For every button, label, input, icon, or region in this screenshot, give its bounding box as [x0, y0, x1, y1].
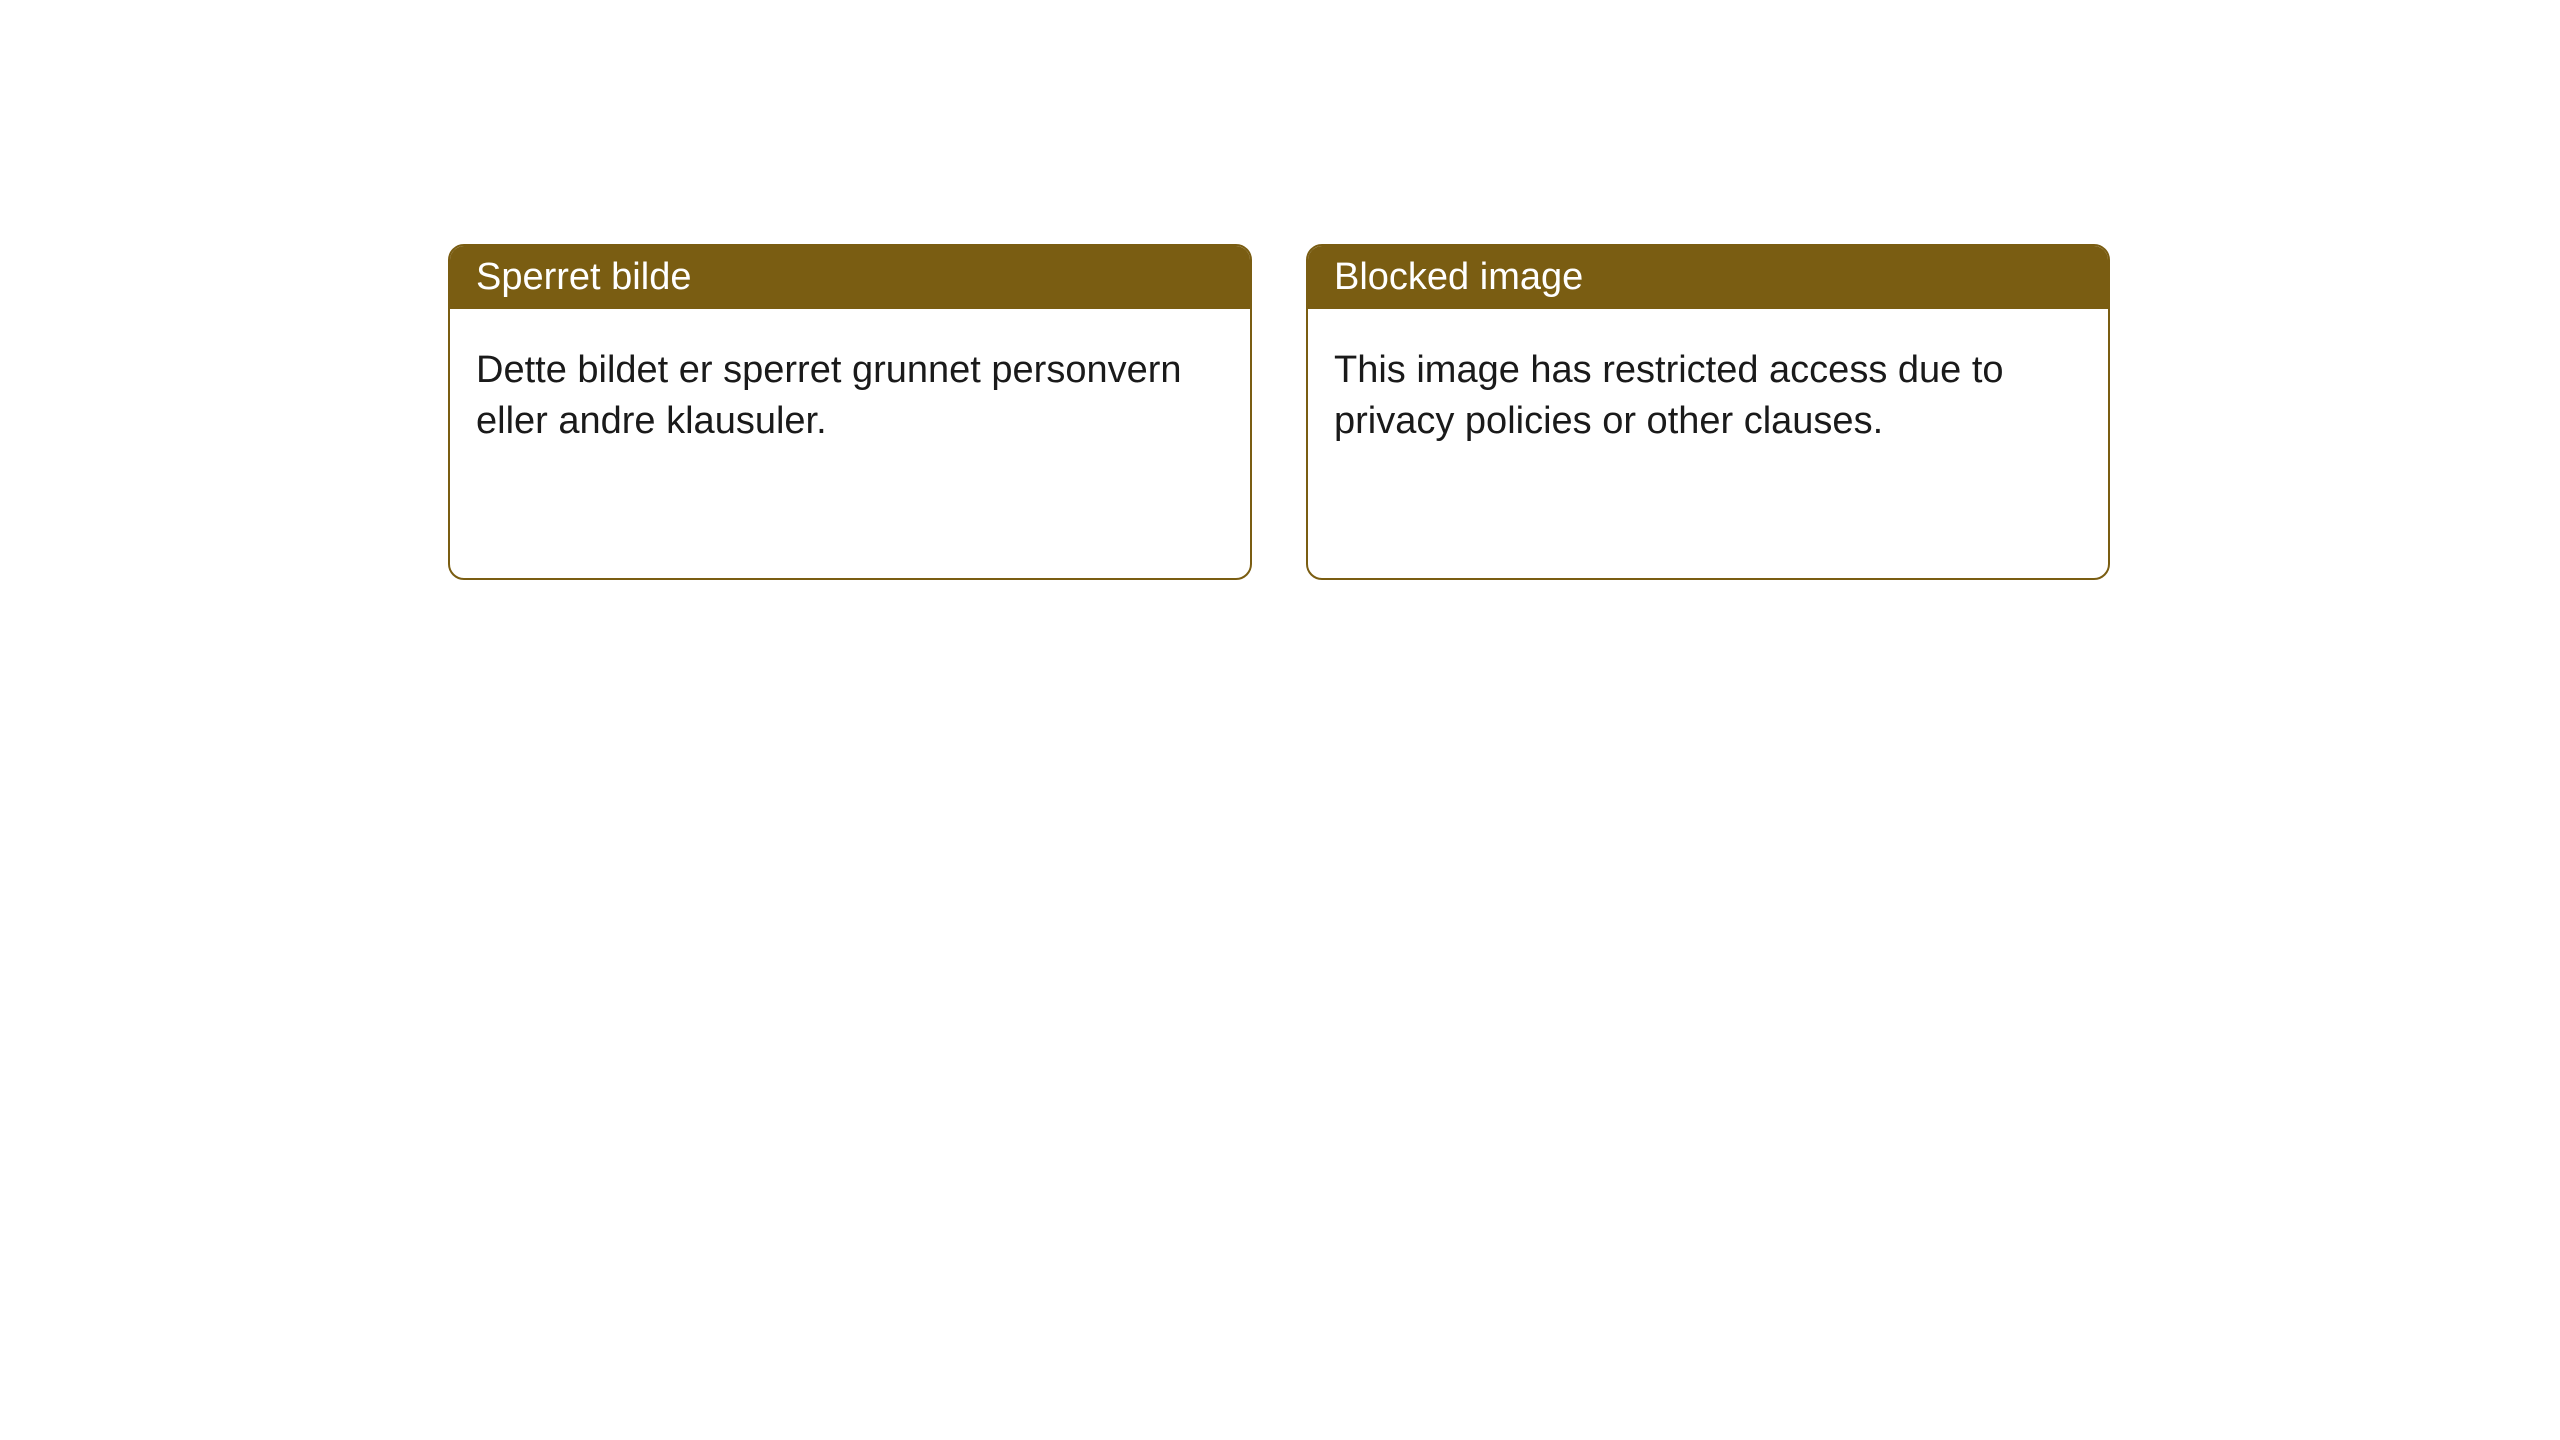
notice-box-english: Blocked image This image has restricted …	[1306, 244, 2110, 580]
notice-header-norwegian: Sperret bilde	[450, 246, 1250, 309]
notice-body-english: This image has restricted access due to …	[1308, 309, 2108, 484]
notice-header-english: Blocked image	[1308, 246, 2108, 309]
notice-container: Sperret bilde Dette bildet er sperret gr…	[448, 244, 2110, 580]
notice-box-norwegian: Sperret bilde Dette bildet er sperret gr…	[448, 244, 1252, 580]
notice-body-norwegian: Dette bildet er sperret grunnet personve…	[450, 309, 1250, 484]
